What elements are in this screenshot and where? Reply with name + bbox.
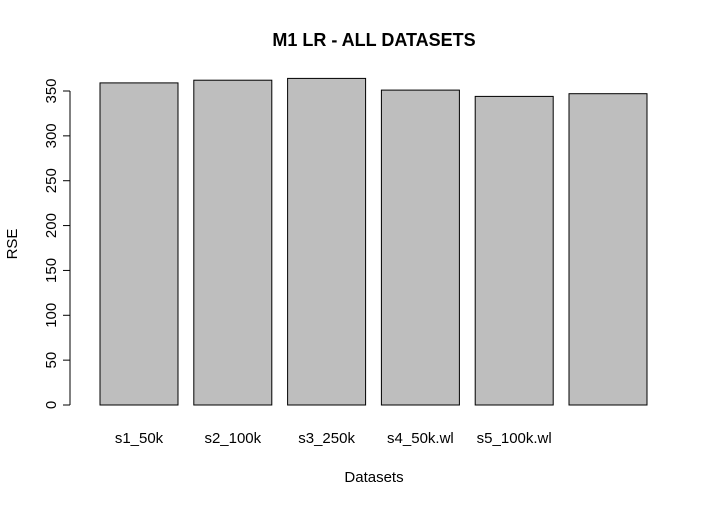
x-tick-label-s3-250k: s3_250k	[298, 430, 355, 447]
bar-unlabeled-6	[568, 93, 648, 406]
y-tick-label-100: 100	[43, 303, 60, 328]
x-axis-label: Datasets	[344, 469, 403, 486]
bar-s1-50k	[99, 82, 179, 406]
bar-s4-50k-wl	[380, 89, 460, 406]
y-tick-label-350: 350	[43, 78, 60, 103]
x-category-labels: s1_50k s2_100k s3_250k s4_50k.wl s5_100k.wl	[115, 430, 552, 447]
bars-group	[99, 77, 648, 406]
y-tick-label-50: 50	[43, 352, 60, 369]
bar-s5-100k-wl	[474, 95, 554, 406]
y-tick-label-200: 200	[43, 213, 60, 238]
bar-s3-250k	[287, 77, 367, 406]
y-axis: 0 50 100 150 200 250 300 350	[43, 78, 71, 409]
y-tick-label-0: 0	[43, 401, 60, 409]
y-tick-label-150: 150	[43, 258, 60, 283]
chart-title: M1 LR - ALL DATASETS	[272, 30, 475, 50]
bar-s2-100k	[193, 79, 273, 406]
x-tick-label-s5-100k-wl: s5_100k.wl	[477, 430, 552, 447]
x-tick-label-s4-50k-wl: s4_50k.wl	[387, 430, 454, 447]
y-tick-label-250: 250	[43, 168, 60, 193]
y-tick-label-300: 300	[43, 123, 60, 148]
x-tick-label-s2-100k: s2_100k	[204, 430, 261, 447]
y-axis-label: RSE	[4, 229, 21, 260]
x-tick-label-s1-50k: s1_50k	[115, 430, 164, 447]
